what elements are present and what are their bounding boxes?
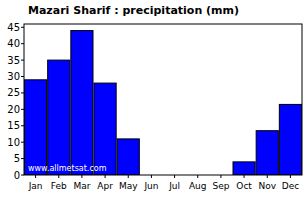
y-tick-label: 30	[7, 71, 20, 82]
x-tick	[174, 175, 175, 178]
y-tick	[21, 175, 24, 176]
y-tick	[21, 158, 24, 159]
x-tick-label: Nov	[258, 181, 276, 191]
plot-frame	[24, 24, 302, 175]
x-tick	[220, 175, 221, 178]
y-tick-label: 45	[7, 22, 20, 33]
y-tick	[21, 60, 24, 61]
y-tick-label: 10	[7, 137, 20, 148]
y-tick	[21, 142, 24, 143]
x-tick-label: Oct	[236, 181, 252, 191]
chart-svg: www.allmetsat.com 0 5 10 15 20 25 30 35 40 45 Jan Fe…	[0, 0, 306, 200]
y-tick	[21, 27, 24, 28]
y-tick	[21, 92, 24, 93]
bar	[117, 139, 139, 175]
y-tick-label: 20	[7, 104, 20, 115]
y-tick-label: 25	[7, 87, 20, 98]
y-tick-label: 15	[7, 120, 20, 131]
bar	[25, 80, 47, 175]
plot-background	[24, 24, 302, 175]
chart-container: www.allmetsat.com 0 5 10 15 20 25 30 35 40 45 Jan Fe…	[0, 0, 306, 200]
x-tick	[58, 175, 59, 178]
x-tick	[105, 175, 106, 178]
x-tick-label: Mar	[73, 181, 90, 191]
x-tick	[267, 175, 268, 178]
bar	[279, 104, 301, 175]
title: Mazari Sharif : precipitation (mm)	[28, 4, 239, 17]
x-tick-label: Apr	[97, 181, 113, 191]
x-tick-label: Jun	[143, 181, 158, 191]
x-tick-label: Jul	[168, 181, 180, 191]
x-tick	[35, 175, 36, 178]
x-tick-label: Aug	[189, 181, 207, 191]
x-tick	[81, 175, 82, 178]
bar	[94, 83, 116, 175]
bars	[25, 31, 302, 175]
bar	[256, 131, 278, 175]
bar	[71, 31, 93, 175]
y-tick	[21, 76, 24, 77]
bar	[233, 162, 255, 175]
y-tick	[21, 43, 24, 44]
y-tick	[21, 125, 24, 126]
x-tick	[290, 175, 291, 178]
x-tick-label: Jan	[28, 181, 43, 191]
x-tick-label: May	[119, 181, 138, 191]
x-tick-label: Sep	[212, 181, 229, 191]
y-tick-label: 0	[14, 170, 20, 181]
x-tick-label: Dec	[282, 181, 299, 191]
watermark: www.allmetsat.com	[28, 164, 107, 173]
x-tick	[128, 175, 129, 178]
y-tick-label: 5	[14, 153, 20, 164]
x-tick	[197, 175, 198, 178]
y-tick	[21, 109, 24, 110]
x-tick	[151, 175, 152, 178]
y-tick-label: 35	[7, 55, 20, 66]
x-tick-label: Feb	[51, 181, 67, 191]
y-tick-label: 40	[7, 38, 20, 49]
x-tick	[244, 175, 245, 178]
bar	[48, 60, 70, 175]
